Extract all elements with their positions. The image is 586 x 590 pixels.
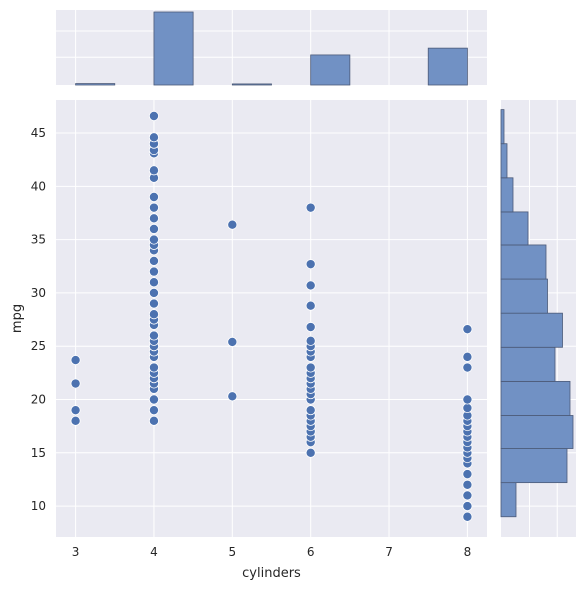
y-tick-label: 30 (31, 286, 46, 300)
scatter-point (148, 234, 159, 245)
y-marginal-panel (500, 100, 576, 537)
y-marginal-bar (500, 482, 517, 518)
x-marginal-background (56, 10, 487, 85)
scatter-point (70, 378, 81, 389)
scatter-point (462, 351, 473, 362)
scatter-point (305, 322, 316, 333)
scatter-point (148, 405, 159, 416)
scatter-point (148, 223, 159, 234)
scatter-point (70, 415, 81, 426)
scatter-point (462, 324, 473, 335)
scatter-point (148, 266, 159, 277)
x-tick-label: 8 (464, 545, 472, 559)
scatter-point (462, 511, 473, 522)
x-marginal-bars (75, 11, 468, 86)
scatter-point (148, 309, 159, 320)
scatter-point (305, 362, 316, 373)
y-axis-label: mpg (10, 304, 25, 333)
scatter-point (462, 490, 473, 501)
scatter-point (305, 405, 316, 416)
scatter-point (305, 280, 316, 291)
y-tick-label: 15 (31, 446, 46, 460)
x-tick-label: 6 (307, 545, 315, 559)
main-grid (56, 100, 487, 537)
x-marginal-bar (310, 54, 351, 86)
scatter-point (305, 335, 316, 346)
x-tick-label: 5 (228, 545, 236, 559)
scatter-point (148, 213, 159, 224)
scatter-point (148, 132, 159, 143)
y-marginal-bar (500, 346, 556, 382)
y-marginal-bar (500, 448, 568, 484)
y-tick-label: 20 (31, 393, 46, 407)
x-marginal-panel (56, 10, 487, 86)
scatter-point (462, 479, 473, 490)
scatter-point (148, 394, 159, 405)
y-tick-labels: 10 15 20 25 30 35 40 45 (31, 126, 46, 513)
y-marginal-bar (500, 244, 547, 280)
scatter-point (70, 355, 81, 366)
scatter-point (305, 259, 316, 270)
scatter-points (70, 110, 473, 522)
x-marginal-bar (427, 47, 468, 86)
scatter-point (148, 191, 159, 202)
y-tick-label: 45 (31, 126, 46, 140)
scatter-point (148, 277, 159, 288)
x-tick-label: 3 (72, 545, 80, 559)
y-marginal-bar (500, 415, 574, 449)
y-marginal-bar (500, 177, 514, 213)
y-tick-label: 25 (31, 339, 46, 353)
scatter-point (462, 501, 473, 512)
scatter-point (462, 394, 473, 405)
scatter-point (305, 300, 316, 311)
y-tick-label: 40 (31, 179, 46, 193)
scatter-point (148, 287, 159, 298)
scatter-point (148, 330, 159, 341)
x-tick-label: 7 (385, 545, 393, 559)
y-marginal-bar (500, 109, 505, 145)
scatter-point (227, 219, 238, 230)
scatter-point (305, 447, 316, 458)
scatter-point (148, 165, 159, 176)
plot-area-background (56, 100, 487, 537)
scatter-point (148, 298, 159, 309)
y-marginal-bar (500, 278, 548, 314)
scatter-point (148, 110, 159, 121)
scatter-point (70, 405, 81, 416)
x-tick-label: 4 (150, 545, 158, 559)
x-marginal-bar (153, 11, 194, 86)
scatter-point (148, 202, 159, 213)
x-axis-label: cylinders (242, 566, 301, 581)
y-marginal-bar (500, 380, 571, 416)
x-marginal-bar (75, 83, 116, 86)
x-marginal-bar (231, 83, 272, 86)
y-marginal-bar (500, 312, 563, 348)
scatter-point (148, 362, 159, 373)
y-tick-label: 10 (31, 499, 46, 513)
y-marginal-bars (500, 109, 574, 518)
scatter-point (148, 415, 159, 426)
scatter-point (227, 336, 238, 347)
scatter-point (227, 391, 238, 402)
x-tick-labels: 3 4 5 6 7 8 (72, 545, 471, 559)
scatter-point (462, 469, 473, 480)
scatter-point (305, 202, 316, 213)
scatter-point (462, 403, 473, 414)
y-marginal-bar (500, 211, 529, 246)
scatter-point (148, 255, 159, 266)
y-marginal-bar (500, 143, 508, 179)
y-tick-label: 35 (31, 233, 46, 247)
scatter-point (462, 362, 473, 373)
